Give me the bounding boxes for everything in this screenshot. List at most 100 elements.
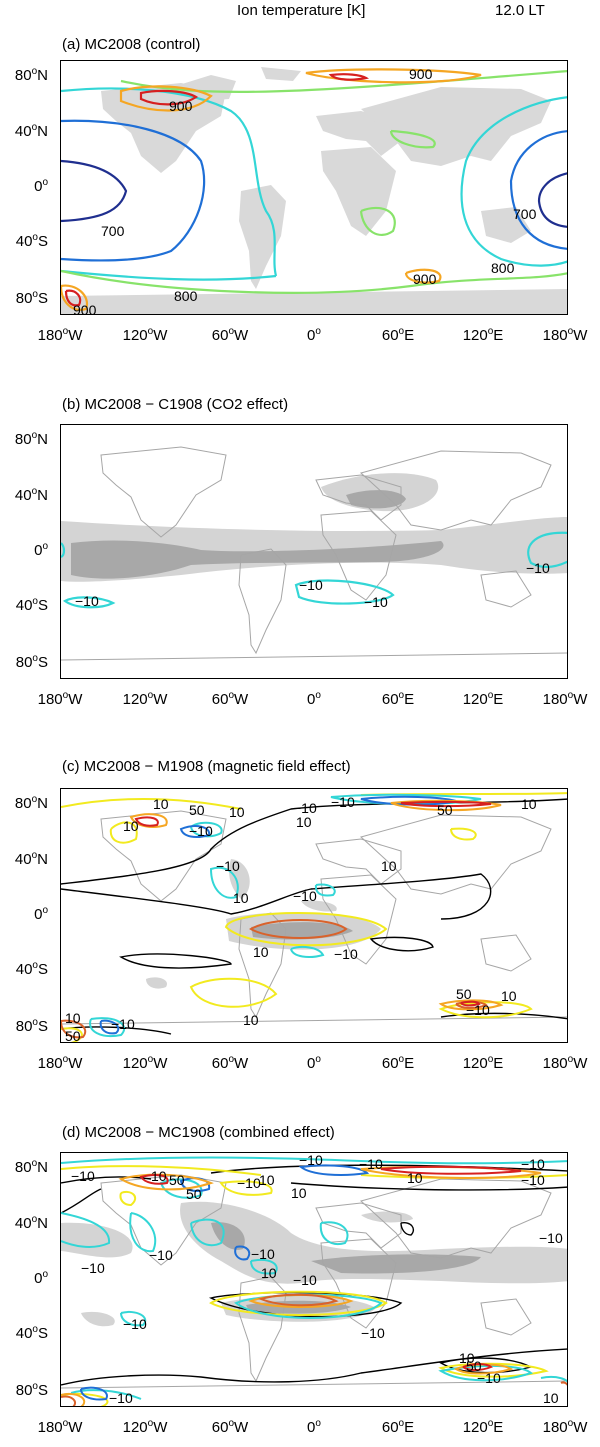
contour-label: −10 <box>521 1156 545 1172</box>
contour-label: 50 <box>65 1028 81 1043</box>
map-frame: −10 10 50 50 −10 10 −10 10 −10 10 −10 −1… <box>60 1152 568 1407</box>
contour-label: −10 <box>189 823 213 839</box>
contour-label: 10 <box>243 1012 259 1028</box>
contour-cyan <box>61 87 567 281</box>
contour-label: 10 <box>65 1010 81 1026</box>
contour-label: −10 <box>216 858 240 874</box>
contour-label: −10 <box>361 1325 385 1341</box>
lon-label: 120oW <box>122 1418 168 1436</box>
contour-label: 50 <box>437 802 453 818</box>
lat-label: 80oN <box>14 430 48 448</box>
lat-label: 0o <box>34 905 48 923</box>
lon-label: 180oW <box>37 1054 83 1072</box>
contour-orange <box>129 799 504 1011</box>
lat-label: 80oN <box>14 66 48 84</box>
map-frame: 10 50 10 −10 −10 10 50 10 10 −10 10 −10 … <box>60 788 568 1043</box>
contour-label: −10 <box>477 1370 501 1386</box>
contour-blue <box>80 1164 370 1401</box>
contour-red <box>64 73 370 307</box>
lon-label: 180oW <box>542 1054 588 1072</box>
lon-label: 60oW <box>211 326 249 344</box>
contour-label: −10 <box>539 1230 563 1246</box>
panel-title: (d) MC2008 − MC1908 (combined effect) <box>62 1124 335 1141</box>
contour-label: 50 <box>186 1186 202 1202</box>
contour-label: 800 <box>491 260 515 276</box>
lat-label: 80oN <box>14 1158 48 1176</box>
lon-label: 180oW <box>37 690 83 708</box>
lon-label: 180oW <box>542 690 588 708</box>
contour-orange <box>61 1165 542 1406</box>
lat-label: 80oN <box>14 794 48 812</box>
contour-label: 900 <box>413 271 437 287</box>
lat-label: 40oS <box>15 232 48 250</box>
contour-orange <box>61 68 482 311</box>
contour-label: 10 <box>229 804 245 820</box>
lon-label: 60oE <box>381 690 415 708</box>
lon-label: 0o <box>307 1054 321 1072</box>
lon-label: 60oW <box>211 1054 249 1072</box>
panel-title: (b) MC2008 − C1908 (CO2 effect) <box>62 396 289 413</box>
lat-label: 40oS <box>15 596 48 614</box>
contour-label: 10 <box>501 988 517 1004</box>
contour-label: −10 <box>109 1390 133 1406</box>
contour-dark-blue <box>61 159 567 228</box>
contour-label: −10 <box>364 594 388 610</box>
contour-label: −10 <box>299 1153 323 1168</box>
lon-label: 180oW <box>37 326 83 344</box>
lon-label: 120oE <box>462 1054 504 1072</box>
contour-label: 900 <box>169 98 193 114</box>
header-time: 12.0 LT <box>495 2 545 19</box>
coastlines <box>61 446 567 661</box>
header-variable: Ion temperature [K] <box>237 2 366 19</box>
contour-label: 900 <box>409 66 433 82</box>
contour-label: 50 <box>169 1172 185 1188</box>
lat-label: 0o <box>34 541 48 559</box>
contour-label: 10 <box>291 1185 307 1201</box>
lat-label: 80oS <box>15 1381 48 1399</box>
lon-label: 180oW <box>37 1418 83 1436</box>
lon-label: 180oW <box>542 1418 588 1436</box>
contour-label: −10 <box>251 1246 275 1262</box>
contour-label: −10 <box>526 560 550 576</box>
land-mass <box>61 67 567 314</box>
contour-label: −10 <box>71 1168 95 1184</box>
contour-label: 50 <box>466 1358 482 1374</box>
contour-label: −10 <box>331 794 355 810</box>
contour-label: −10 <box>293 1272 317 1288</box>
contour-label: −10 <box>237 1175 261 1191</box>
lat-label: 0o <box>34 1269 48 1287</box>
lon-label: 120oW <box>122 690 168 708</box>
contour-label: −10 <box>111 1016 135 1032</box>
contour-labels: 900 900 700 700 800 800 900 900 <box>73 66 537 314</box>
contour-label: −10 <box>75 593 99 609</box>
contour-cyan <box>294 579 395 605</box>
contour-label: −10 <box>299 577 323 593</box>
contour-label: 700 <box>101 223 125 239</box>
contour-label: −10 <box>123 1316 147 1332</box>
contour-labels: −10 10 50 50 −10 10 −10 10 −10 10 −10 −1… <box>71 1153 563 1406</box>
contour-label: −10 <box>293 800 317 816</box>
contour-label: −10 <box>81 1260 105 1276</box>
lat-label: 40oN <box>14 486 48 504</box>
contour-cyan <box>89 793 482 1037</box>
lat-label: 80oS <box>15 653 48 671</box>
contour-label: 10 <box>296 814 312 830</box>
shaded-region-dark <box>71 490 444 579</box>
contour-label: 10 <box>543 1390 559 1406</box>
contour-yellow <box>61 792 567 1042</box>
lon-label: 60oW <box>211 690 249 708</box>
lat-label: 40oN <box>14 1214 48 1232</box>
contour-blue <box>61 119 567 262</box>
lat-label: 40oS <box>15 1324 48 1342</box>
lon-label: 120oW <box>122 326 168 344</box>
contour-cyan <box>62 596 116 609</box>
contour-label: 50 <box>456 986 472 1002</box>
lat-label: 40oN <box>14 850 48 868</box>
contour-label: 10 <box>521 796 537 812</box>
contour-label: 10 <box>259 1172 275 1188</box>
contour-label: −10 <box>466 1002 490 1018</box>
lat-label: 80oS <box>15 289 48 307</box>
contour-label: −10 <box>359 1156 383 1172</box>
lon-label: 0o <box>307 1418 321 1436</box>
lon-label: 120oW <box>122 1054 168 1072</box>
